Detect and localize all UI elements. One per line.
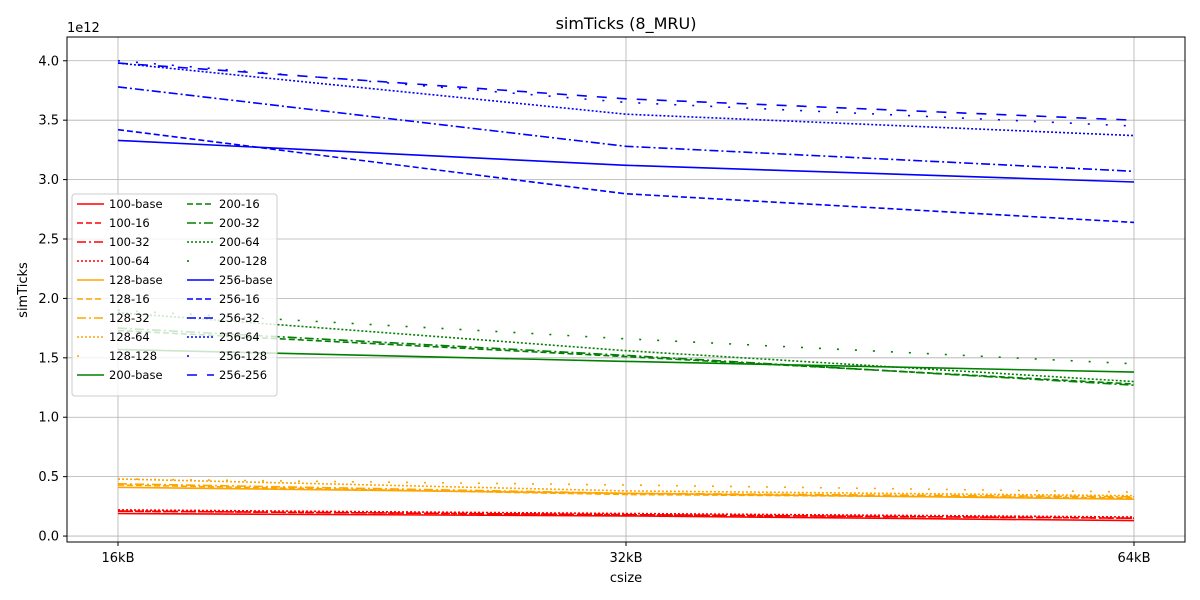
y-axis-ticks: 0.0 0.5 1.0 1.5 2.0 2.5 3.0 3.5 4.0 <box>38 54 67 545</box>
legend-label: 100-32 <box>109 235 150 249</box>
y-tick-label: 3.0 <box>38 173 59 188</box>
legend-label: 256-16 <box>219 292 260 306</box>
legend-label: 200-32 <box>219 216 260 230</box>
series-line-256-64 <box>117 62 1135 137</box>
legend-label: 128-128 <box>109 349 157 363</box>
legend-label: 256-32 <box>219 311 260 325</box>
series-line-100-32 <box>117 510 1135 519</box>
y-axis-multiplier: 1e12 <box>67 21 100 36</box>
grid <box>67 37 1185 542</box>
series-line-256-16 <box>117 128 1135 224</box>
legend-label: 200-128 <box>219 254 267 268</box>
legend-label: 128-base <box>109 273 163 287</box>
series-line-128-32 <box>117 483 1135 498</box>
y-tick-label: 0.5 <box>38 470 59 485</box>
y-axis-label: simTicks <box>16 262 31 318</box>
legend-label: 256-64 <box>219 330 260 344</box>
legend-label: 128-16 <box>109 292 150 306</box>
series-line-200-16 <box>117 329 1135 385</box>
series-lines <box>117 60 1135 522</box>
chart-title: simTicks (8_MRU) <box>556 14 697 34</box>
legend-label: 256-256 <box>219 368 267 382</box>
y-tick-label: 0.0 <box>38 530 59 545</box>
x-tick-label: 16kB <box>102 551 135 566</box>
series-line-256-base <box>117 139 1135 183</box>
legend: 100-base 100-16 100-32 100-64 128-base 128-16… <box>71 193 278 397</box>
series-line-128-64 <box>117 478 1135 497</box>
series-line-256-256 <box>117 62 1135 121</box>
series-line-256-32 <box>117 86 1135 173</box>
x-axis-label: csize <box>610 571 642 586</box>
y-tick-label: 2.0 <box>38 292 59 307</box>
legend-label: 200-64 <box>219 235 260 249</box>
legend-label: 100-16 <box>109 216 150 230</box>
y-tick-label: 2.5 <box>38 233 59 248</box>
x-axis-ticks: 16kB 32kB 64kB <box>102 542 1151 566</box>
legend-label: 200-16 <box>219 197 260 211</box>
series-line-128-128 <box>117 478 1135 493</box>
series-line-100-base <box>117 512 1135 522</box>
legend-label: 256-base <box>219 273 273 287</box>
legend-label: 128-32 <box>109 311 150 325</box>
legend-label: 256-128 <box>219 349 267 363</box>
series-line-100-64 <box>117 509 1135 518</box>
legend-label: 100-base <box>109 197 163 211</box>
legend-box <box>71 193 278 397</box>
x-tick-label: 32kB <box>610 551 643 566</box>
x-tick-label: 64kB <box>1118 551 1151 566</box>
legend-label: 200-base <box>109 368 163 382</box>
legend-label: 128-64 <box>109 330 150 344</box>
y-tick-label: 3.5 <box>38 114 59 129</box>
series-line-200-base <box>117 348 1135 373</box>
series-line-200-128 <box>117 309 1135 365</box>
y-tick-label: 1.5 <box>38 351 59 366</box>
series-line-128-16 <box>117 484 1135 499</box>
series-line-200-64 <box>117 311 1135 383</box>
y-tick-label: 1.0 <box>38 411 59 426</box>
y-tick-label: 4.0 <box>38 54 59 69</box>
legend-label: 100-64 <box>109 254 150 268</box>
